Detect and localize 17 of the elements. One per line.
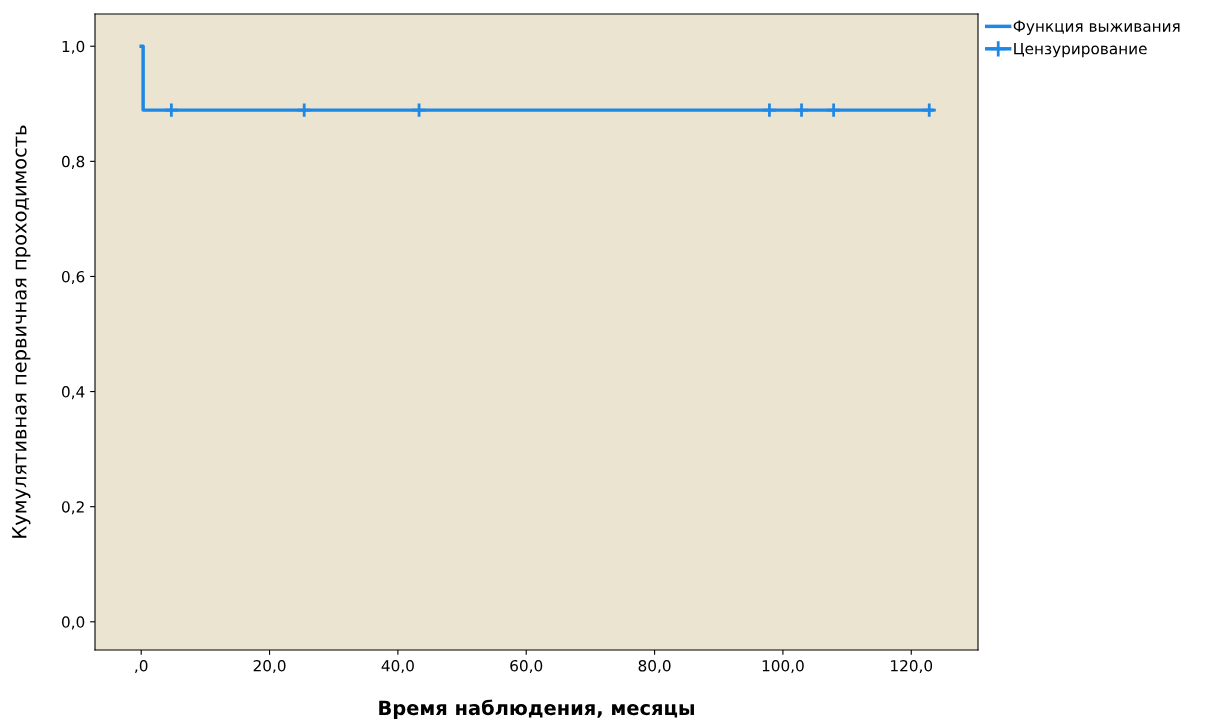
x-tick-label: 60,0 (510, 659, 543, 674)
x-tick-label: ,0 (135, 659, 148, 674)
x-tick-label: 120,0 (891, 659, 933, 674)
y-tick-label: 0,2 (61, 501, 84, 515)
y-tick-label: 0,0 (61, 616, 85, 630)
legend-label: Функция выживания (1013, 20, 1180, 35)
y-tick-label: 0,8 (61, 155, 85, 169)
y-tick-label: 0,6 (61, 270, 85, 285)
y-axis-title: Кумулятивная первичная проходимость (12, 125, 31, 538)
x-tick-label: 100,0 (762, 659, 804, 674)
y-tick-label: 0,4 (61, 386, 85, 400)
y-tick-label: 1,0 (62, 40, 85, 54)
x-tick-label: 20,0 (253, 659, 286, 674)
x-tick-label: 40,0 (381, 659, 414, 674)
x-axis-title: Время наблюдения, месяцы (379, 699, 694, 719)
x-tick-label: 80,0 (638, 659, 671, 674)
legend-label: Цензурирование (1014, 43, 1147, 58)
